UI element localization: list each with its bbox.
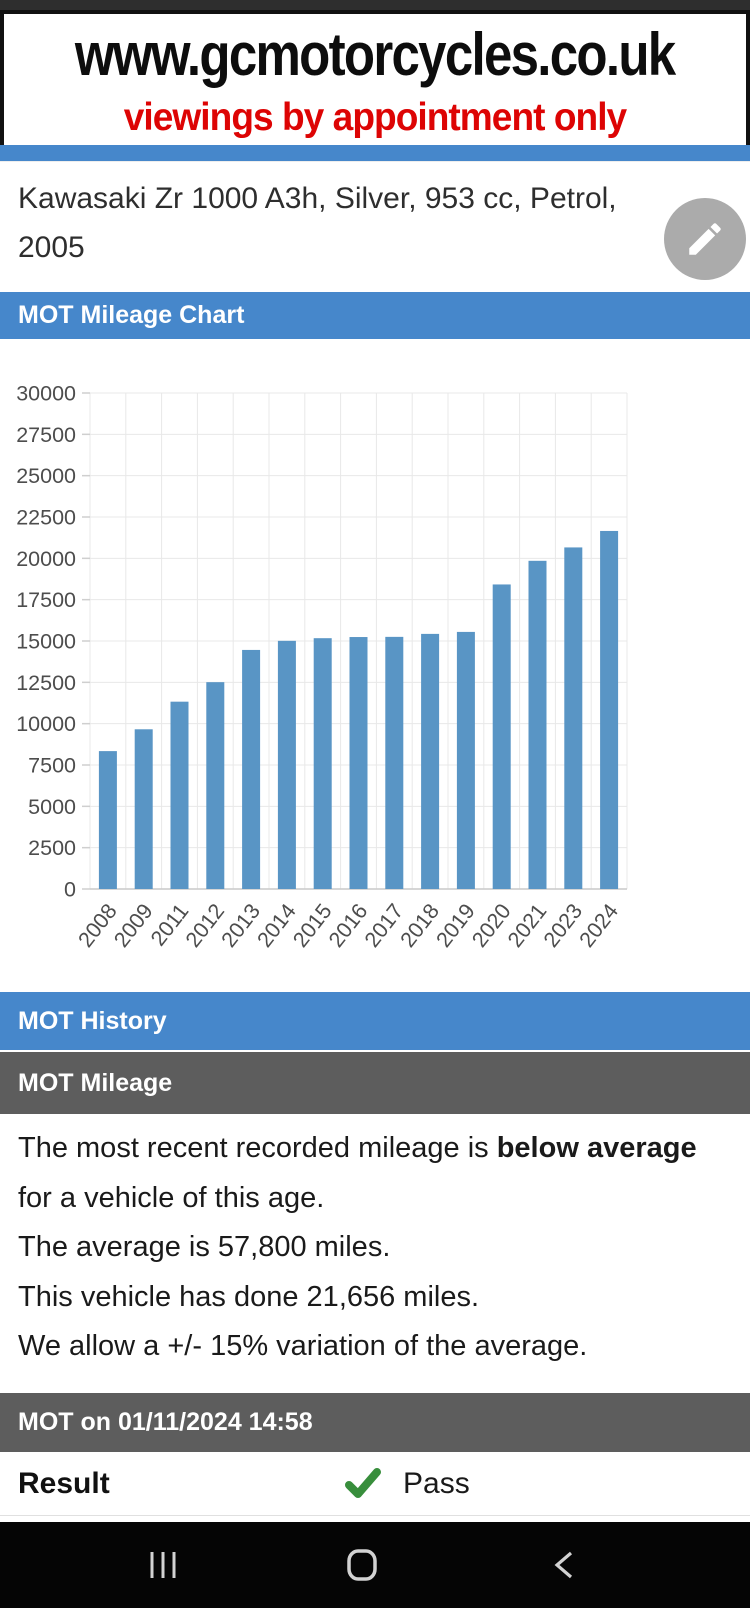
result-value: Pass — [345, 1467, 470, 1501]
mileage-summary: The most recent recorded mileage is belo… — [0, 1114, 750, 1375]
section-header-mot-mileage: MOT Mileage — [0, 1052, 750, 1114]
banner-site-url: www.gcmotorcycles.co.uk — [75, 21, 676, 88]
site-banner: www.gcmotorcycles.co.uk viewings by appo… — [0, 10, 750, 145]
svg-text:15000: 15000 — [16, 630, 76, 654]
svg-text:2011: 2011 — [146, 899, 193, 950]
svg-text:20000: 20000 — [16, 547, 76, 571]
section-header-mot-mileage-chart: MOT Mileage Chart — [0, 292, 750, 339]
status-bar — [0, 0, 750, 10]
svg-text:7500: 7500 — [28, 754, 76, 778]
banner-tagline: viewings by appointment only — [123, 96, 627, 139]
svg-text:17500: 17500 — [16, 588, 76, 612]
svg-text:2013: 2013 — [217, 899, 265, 951]
mileage-summary-line-3: This vehicle has done 21,656 miles. — [18, 1280, 480, 1313]
section-header-label: MOT Mileage — [18, 1068, 173, 1097]
mileage-summary-line-1: The most recent recorded mileage is belo… — [18, 1132, 697, 1214]
result-label: Result — [18, 1466, 110, 1500]
svg-text:2008: 2008 — [73, 899, 121, 951]
back-icon[interactable] — [538, 1522, 590, 1608]
svg-text:2012: 2012 — [181, 899, 229, 951]
edit-button[interactable] — [664, 198, 746, 280]
svg-text:10000: 10000 — [16, 712, 76, 736]
vehicle-title: Kawasaki Zr 1000 A3h, Silver, 953 cc, Pe… — [18, 182, 617, 264]
svg-text:2009: 2009 — [109, 899, 157, 951]
mot-mileage-chart: 0 2500 5000 7500 10000 12500 15000 17500 20000 22… — [0, 339, 750, 965]
svg-text:5000: 5000 — [28, 795, 76, 819]
below-average-highlight: below average — [496, 1132, 697, 1164]
svg-text:25000: 25000 — [16, 464, 76, 488]
mileage-summary-line-2: The average is 57,800 miles. — [18, 1231, 391, 1263]
section-header-label: MOT Mileage Chart — [18, 301, 245, 329]
svg-text:2015: 2015 — [288, 899, 336, 951]
pencil-icon — [684, 218, 726, 260]
vehicle-title-section: Kawasaki Zr 1000 A3h, Silver, 953 cc, Pe… — [0, 161, 750, 292]
section-header-label: MOT History — [18, 1006, 167, 1035]
result-value-text: Pass — [403, 1466, 470, 1500]
result-row: Result Pass — [0, 1452, 750, 1516]
svg-text:2017: 2017 — [360, 899, 408, 951]
section-header-mot-history: MOT History — [0, 992, 750, 1050]
svg-text:0: 0 — [64, 878, 76, 902]
banner-bottom-strip — [0, 145, 750, 161]
mileage-bar-chart-svg: 0 2500 5000 7500 10000 12500 15000 17500 20000 22… — [16, 382, 628, 952]
section-header-mot-entry: MOT on 01/11/2024 14:58 — [0, 1393, 750, 1452]
svg-text:2020: 2020 — [467, 899, 515, 951]
home-icon[interactable] — [334, 1522, 390, 1608]
android-nav-bar — [0, 1522, 750, 1608]
svg-text:2014: 2014 — [252, 899, 300, 951]
svg-text:2018: 2018 — [396, 899, 444, 951]
svg-text:2023: 2023 — [539, 899, 587, 951]
svg-text:2019: 2019 — [431, 899, 479, 951]
svg-text:12500: 12500 — [16, 671, 76, 695]
svg-text:2024: 2024 — [575, 899, 623, 951]
svg-text:30000: 30000 — [16, 382, 76, 406]
svg-text:2016: 2016 — [324, 899, 372, 951]
recents-icon[interactable] — [137, 1522, 189, 1608]
svg-text:27500: 27500 — [16, 423, 76, 447]
section-header-label: MOT on 01/11/2024 14:58 — [18, 1408, 313, 1436]
svg-text:2500: 2500 — [28, 836, 76, 860]
svg-text:2021: 2021 — [503, 899, 551, 951]
mileage-summary-line-4: We allow a +/- 15% variation of the aver… — [18, 1330, 588, 1362]
check-icon — [345, 1467, 381, 1500]
svg-text:22500: 22500 — [16, 506, 76, 530]
